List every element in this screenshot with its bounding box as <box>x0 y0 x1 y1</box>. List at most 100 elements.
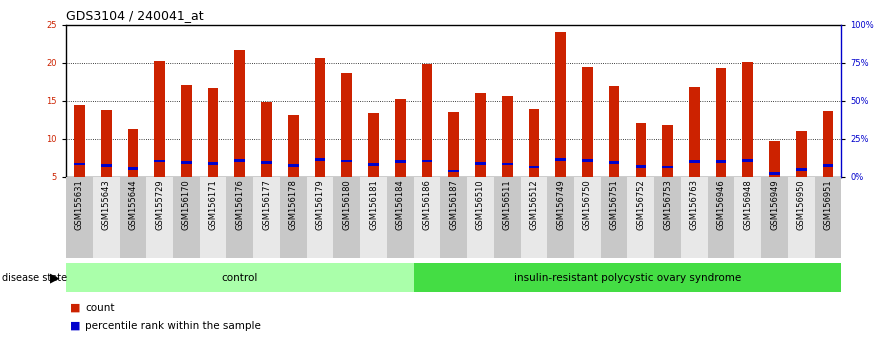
Bar <box>440 177 467 258</box>
Bar <box>181 85 192 177</box>
Text: GSM156179: GSM156179 <box>315 179 324 230</box>
Bar <box>120 177 146 258</box>
Bar <box>743 159 753 161</box>
Bar <box>663 125 673 177</box>
Text: percentile rank within the sample: percentile rank within the sample <box>85 321 262 331</box>
Bar <box>395 99 405 177</box>
Bar <box>100 110 112 177</box>
Bar <box>93 177 120 258</box>
Text: GSM156750: GSM156750 <box>583 179 592 230</box>
Bar <box>181 161 192 164</box>
Bar <box>635 165 646 168</box>
Text: GSM156184: GSM156184 <box>396 179 404 230</box>
Bar <box>422 160 433 162</box>
Text: GSM156763: GSM156763 <box>690 179 699 230</box>
Text: GSM156512: GSM156512 <box>529 179 538 230</box>
Bar <box>74 163 85 165</box>
Bar <box>715 68 727 177</box>
Bar <box>609 86 619 177</box>
Bar <box>735 177 761 258</box>
Text: GSM155631: GSM155631 <box>75 179 84 230</box>
Bar <box>262 161 272 164</box>
Bar <box>288 115 299 177</box>
Bar <box>448 112 459 177</box>
Bar <box>226 177 253 258</box>
Bar <box>467 177 494 258</box>
Bar <box>815 177 841 258</box>
Bar <box>315 158 325 161</box>
Bar <box>128 129 138 177</box>
Text: GDS3104 / 240041_at: GDS3104 / 240041_at <box>66 9 204 22</box>
Bar <box>574 177 601 258</box>
Bar <box>788 177 815 258</box>
Bar <box>66 177 93 258</box>
Bar <box>360 177 387 258</box>
Text: GSM156751: GSM156751 <box>610 179 618 230</box>
Bar <box>208 88 218 177</box>
Text: GSM156752: GSM156752 <box>636 179 646 230</box>
Bar <box>280 177 307 258</box>
Bar <box>100 164 112 167</box>
Bar <box>769 141 780 177</box>
Text: GSM156186: GSM156186 <box>423 179 432 230</box>
Bar <box>555 32 566 177</box>
Text: GSM156187: GSM156187 <box>449 179 458 230</box>
Bar <box>627 177 655 258</box>
Text: GSM156178: GSM156178 <box>289 179 298 230</box>
Bar <box>413 177 440 258</box>
Bar <box>502 163 513 165</box>
Bar <box>502 96 513 177</box>
Text: GSM156950: GSM156950 <box>796 179 806 230</box>
Text: GSM156951: GSM156951 <box>824 179 833 230</box>
Bar <box>823 164 833 167</box>
Bar <box>66 263 413 292</box>
Bar <box>448 170 459 172</box>
Bar <box>200 177 226 258</box>
Text: GSM156511: GSM156511 <box>503 179 512 230</box>
Bar <box>601 177 627 258</box>
Text: GSM156170: GSM156170 <box>181 179 191 230</box>
Text: ▶: ▶ <box>50 271 59 284</box>
Text: GSM156753: GSM156753 <box>663 179 672 230</box>
Text: GSM156176: GSM156176 <box>235 179 244 230</box>
Bar <box>387 177 413 258</box>
Bar <box>547 177 574 258</box>
Text: insulin-resistant polycystic ovary syndrome: insulin-resistant polycystic ovary syndr… <box>514 273 741 282</box>
Bar <box>529 166 539 169</box>
Bar <box>253 177 280 258</box>
Text: GSM155644: GSM155644 <box>129 179 137 230</box>
Bar <box>128 167 138 170</box>
Bar <box>635 123 646 177</box>
Text: disease state: disease state <box>2 273 67 282</box>
Text: GSM156948: GSM156948 <box>744 179 752 230</box>
Bar <box>146 177 173 258</box>
Text: count: count <box>85 303 115 313</box>
Bar <box>521 177 547 258</box>
Bar <box>769 172 780 175</box>
Bar <box>689 160 700 163</box>
Bar <box>368 113 379 177</box>
Text: GSM156949: GSM156949 <box>770 179 779 230</box>
Text: ■: ■ <box>70 321 81 331</box>
Bar <box>796 131 807 177</box>
Text: GSM156510: GSM156510 <box>476 179 485 230</box>
Bar <box>823 111 833 177</box>
Bar <box>494 177 521 258</box>
Text: ■: ■ <box>70 303 81 313</box>
Text: GSM156177: GSM156177 <box>262 179 271 230</box>
Bar <box>154 160 165 162</box>
Bar <box>173 177 200 258</box>
Text: GSM155729: GSM155729 <box>155 179 164 230</box>
Bar <box>582 67 593 177</box>
Bar <box>655 177 681 258</box>
Bar <box>234 50 245 177</box>
Text: GSM156181: GSM156181 <box>369 179 378 230</box>
Bar <box>663 166 673 169</box>
Bar <box>154 61 165 177</box>
Bar <box>475 93 485 177</box>
Text: GSM156180: GSM156180 <box>343 179 352 230</box>
Bar <box>555 158 566 161</box>
Bar <box>743 62 753 177</box>
Bar <box>307 177 333 258</box>
Bar <box>234 159 245 161</box>
